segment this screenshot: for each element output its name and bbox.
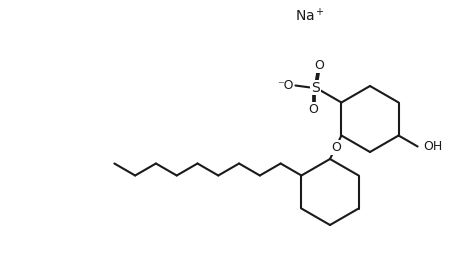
Text: O: O bbox=[314, 59, 324, 72]
Text: S: S bbox=[310, 81, 319, 95]
Text: O: O bbox=[330, 141, 340, 154]
Text: ⁻O: ⁻O bbox=[277, 79, 293, 92]
Text: Na$^+$: Na$^+$ bbox=[294, 7, 324, 25]
Text: O: O bbox=[308, 103, 318, 116]
Text: OH: OH bbox=[423, 140, 442, 153]
